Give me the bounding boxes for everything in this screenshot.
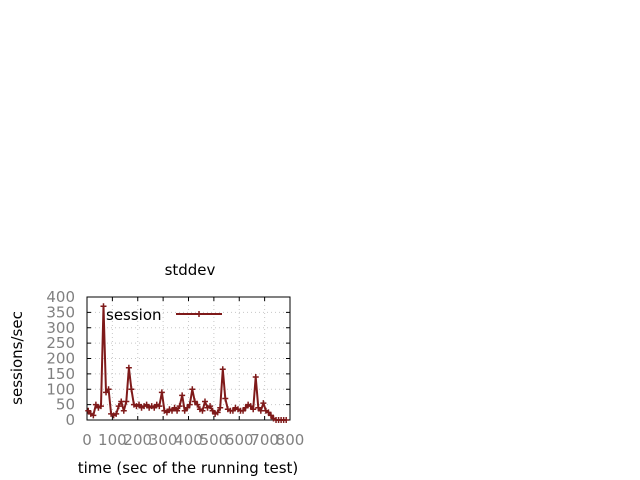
x-tick-label: 400 — [174, 431, 203, 449]
data-point — [118, 398, 125, 405]
data-point — [128, 386, 135, 393]
data-point — [201, 398, 208, 405]
y-tick-label: 100 — [46, 380, 75, 398]
y-tick-label: 150 — [46, 365, 75, 383]
data-point — [184, 404, 191, 411]
data-point — [217, 404, 224, 411]
y-tick-label: 0 — [65, 411, 75, 429]
x-tick-label: 0 — [82, 431, 92, 449]
y-tick-label: 400 — [46, 288, 75, 306]
data-point — [169, 407, 176, 414]
data-point — [240, 407, 247, 414]
x-axis-label: time (sec of the running test) — [78, 459, 299, 477]
x-tick-label: 200 — [123, 431, 152, 449]
data-point — [250, 406, 257, 413]
data-point — [242, 404, 249, 411]
data-point — [115, 403, 122, 410]
data-point — [100, 303, 107, 310]
data-point — [267, 412, 274, 419]
data-point — [105, 386, 112, 393]
axis-ticks — [86, 296, 291, 421]
x-tick-label: 600 — [225, 431, 254, 449]
data-point — [247, 403, 254, 410]
data-point — [189, 386, 196, 393]
data-point — [265, 409, 272, 416]
data-point — [191, 398, 198, 405]
data-point — [209, 407, 216, 414]
data-point — [257, 407, 264, 414]
data-point — [283, 417, 290, 423]
legend-label-session: session — [106, 306, 162, 324]
data-point — [97, 403, 104, 410]
series-layer — [85, 303, 290, 423]
grid-lines — [87, 297, 290, 420]
data-point — [194, 401, 201, 408]
data-point — [151, 404, 158, 411]
data-point — [252, 373, 259, 380]
x-tick-label: 300 — [149, 431, 178, 449]
data-point — [174, 407, 181, 414]
data-point — [214, 409, 221, 416]
data-point — [92, 401, 99, 408]
chart-title: stddev — [165, 261, 216, 279]
data-point — [143, 401, 150, 408]
data-point — [229, 407, 236, 414]
data-point — [158, 389, 165, 396]
x-tick-label: 800 — [276, 431, 305, 449]
x-tick-label: 700 — [250, 431, 279, 449]
y-axis-label: sessions/sec — [8, 311, 26, 405]
legend-marker-session — [196, 311, 202, 317]
data-point — [123, 398, 130, 405]
data-point — [179, 392, 186, 399]
x-tick-label: 500 — [200, 431, 229, 449]
y-tick-label: 50 — [56, 396, 75, 414]
y-tick-label: 350 — [46, 303, 75, 321]
data-point — [199, 407, 206, 414]
data-point — [219, 366, 226, 373]
data-point — [222, 395, 229, 402]
data-point — [120, 407, 127, 414]
data-point — [171, 404, 178, 411]
data-point — [260, 400, 267, 407]
y-tick-label: 300 — [46, 319, 75, 337]
data-point — [125, 364, 132, 371]
data-point — [181, 407, 188, 414]
data-point — [136, 401, 143, 408]
y-tick-label: 200 — [46, 350, 75, 368]
y-tick-label: 250 — [46, 334, 75, 352]
data-point — [156, 403, 163, 410]
x-tick-label: 100 — [98, 431, 127, 449]
data-point — [85, 407, 92, 414]
data-point — [113, 410, 120, 417]
data-point — [186, 401, 193, 408]
data-point — [163, 409, 170, 416]
data-point — [176, 403, 183, 410]
data-point — [90, 412, 97, 419]
data-point — [103, 389, 110, 396]
data-point — [255, 404, 262, 411]
data-point — [207, 403, 214, 410]
legend: session — [106, 306, 222, 324]
